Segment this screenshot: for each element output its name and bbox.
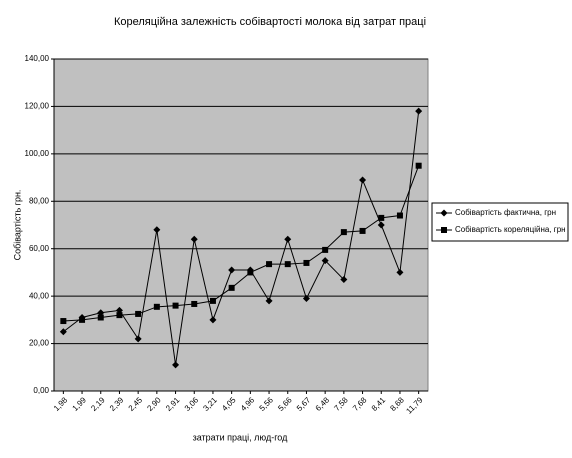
data-point — [209, 316, 217, 324]
x-tick-label: 2,45 — [127, 395, 145, 413]
data-point — [191, 300, 198, 307]
data-point — [322, 246, 329, 253]
chart-title: Кореляційна залежність собівартості моло… — [114, 16, 426, 28]
data-point — [135, 310, 142, 317]
x-tick-label: 2,39 — [108, 395, 126, 413]
data-point — [377, 221, 385, 229]
data-point — [321, 257, 329, 265]
data-point — [265, 297, 273, 305]
data-point — [303, 259, 310, 266]
data-point — [153, 303, 160, 310]
x-tick-label: 5,66 — [276, 395, 294, 413]
data-point — [228, 284, 235, 291]
x-tick-label: 2,91 — [164, 395, 182, 413]
x-tick-label: 7,58 — [332, 395, 350, 413]
y-tick-label: 140,00 — [25, 54, 50, 63]
data-point — [190, 235, 198, 243]
data-point — [359, 176, 367, 184]
x-tick-label: 2,90 — [145, 395, 163, 413]
data-point — [97, 314, 104, 321]
y-tick-label: 20,00 — [29, 339, 50, 348]
x-tick-label: 3,06 — [183, 395, 201, 413]
data-point — [284, 235, 292, 243]
data-point — [266, 261, 273, 268]
x-tick-label: 7,68 — [351, 395, 369, 413]
data-point — [284, 261, 291, 268]
y-tick-label: 100,00 — [25, 149, 50, 158]
y-tick-label: 40,00 — [29, 291, 50, 300]
data-point — [378, 214, 385, 221]
y-axis-title: Собівартість грн. — [12, 190, 22, 261]
legend-marker — [440, 209, 448, 217]
data-point — [228, 266, 236, 274]
x-tick-label: 8,41 — [370, 395, 388, 413]
data-point — [396, 212, 403, 219]
plot-area — [53, 58, 429, 392]
x-tick-label: 6,48 — [314, 395, 332, 413]
data-point — [415, 107, 423, 115]
data-point — [172, 361, 180, 369]
legend-box — [431, 202, 569, 242]
data-point — [247, 269, 254, 276]
data-point — [172, 302, 179, 309]
legend-marker — [441, 227, 447, 233]
data-point — [134, 335, 142, 343]
y-tick-label: 60,00 — [29, 244, 50, 253]
data-point — [340, 229, 347, 236]
x-tick-label: 11,79 — [404, 395, 424, 415]
x-tick-label: 1,99 — [71, 395, 89, 413]
data-point — [340, 276, 348, 284]
data-point — [59, 328, 67, 336]
x-tick-label: 4,96 — [239, 395, 257, 413]
data-point — [302, 295, 310, 303]
x-tick-label: 3,21 — [201, 395, 219, 413]
x-tick-label: 4,05 — [220, 395, 238, 413]
data-point — [209, 297, 216, 304]
y-tick-label: 120,00 — [25, 102, 50, 111]
data-point — [79, 316, 86, 323]
data-point — [396, 268, 404, 276]
x-axis-title: затрати праці, люд-год — [193, 432, 289, 442]
data-point — [359, 227, 366, 234]
series-line — [63, 165, 420, 322]
legend-label: Собівартість фактична, грн — [455, 208, 556, 217]
data-point — [60, 318, 67, 325]
x-tick-label: 5,67 — [295, 395, 313, 413]
data-point — [153, 226, 161, 234]
data-point — [116, 312, 123, 319]
x-tick-label: 2,19 — [89, 395, 107, 413]
x-tick-label: 1,98 — [52, 395, 70, 413]
data-point — [415, 162, 422, 169]
y-tick-label: 0,00 — [33, 386, 49, 395]
x-tick-label: 5,56 — [258, 395, 276, 413]
y-tick-label: 80,00 — [29, 196, 50, 205]
legend-label: Собівартість кореляційна, грн — [455, 225, 566, 234]
x-tick-label: 8,68 — [388, 395, 406, 413]
